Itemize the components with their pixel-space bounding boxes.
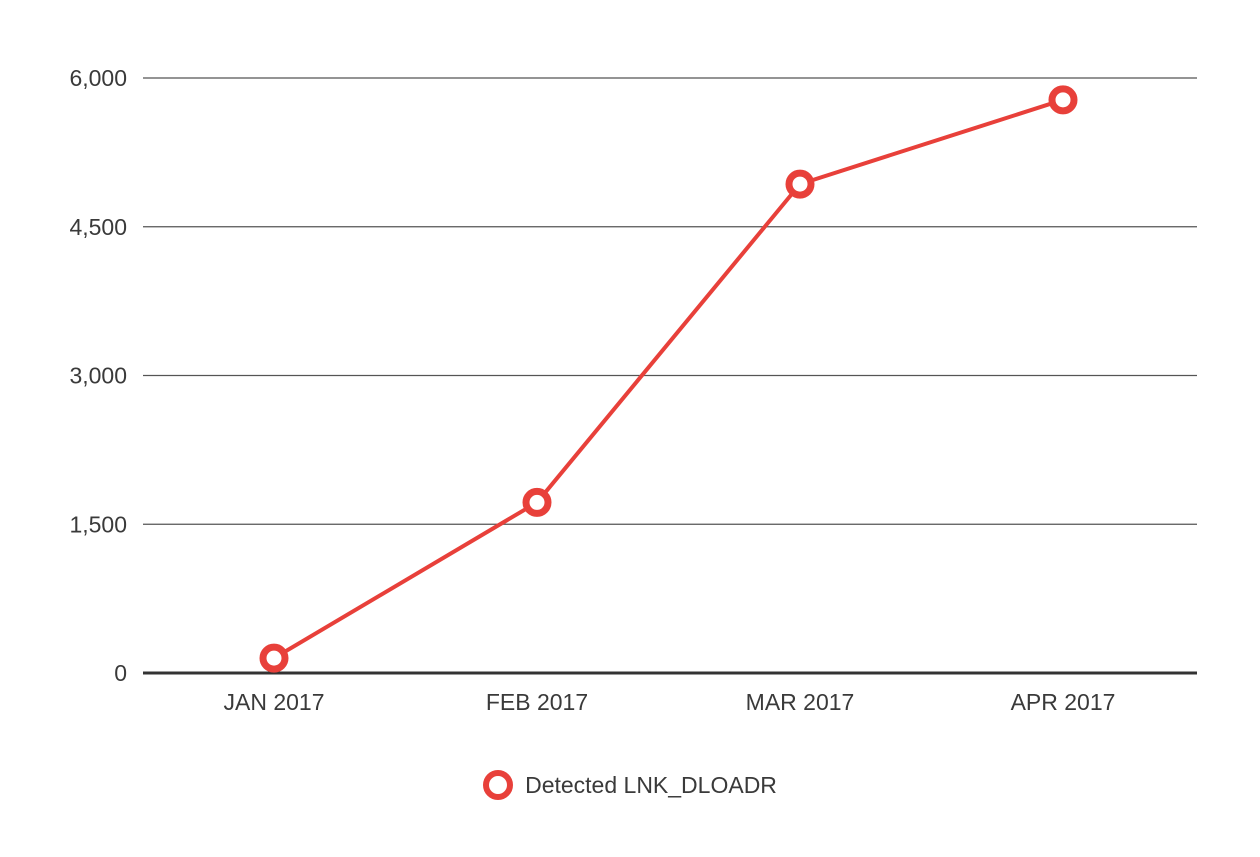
x-tick-label: FEB 2017 <box>486 689 588 715</box>
legend-marker-icon <box>483 770 514 800</box>
x-tick-label: APR 2017 <box>1011 689 1116 715</box>
data-point <box>259 643 289 673</box>
x-tick-label: MAR 2017 <box>746 689 855 715</box>
series-line <box>272 97 1065 661</box>
data-point <box>1048 85 1078 115</box>
y-tick-label: 6,000 <box>69 65 127 91</box>
legend-label: Detected LNK_DLOADR <box>525 771 777 798</box>
data-point <box>785 169 815 199</box>
y-tick-label: 1,500 <box>69 511 127 537</box>
legend: Detected LNK_DLOADR <box>0 770 1260 800</box>
y-tick-label: 4,500 <box>69 214 127 240</box>
x-tick-label: JAN 2017 <box>223 689 324 715</box>
data-point <box>522 487 552 517</box>
y-tick-label: 0 <box>114 660 127 686</box>
y-tick-label: 3,000 <box>69 363 127 389</box>
